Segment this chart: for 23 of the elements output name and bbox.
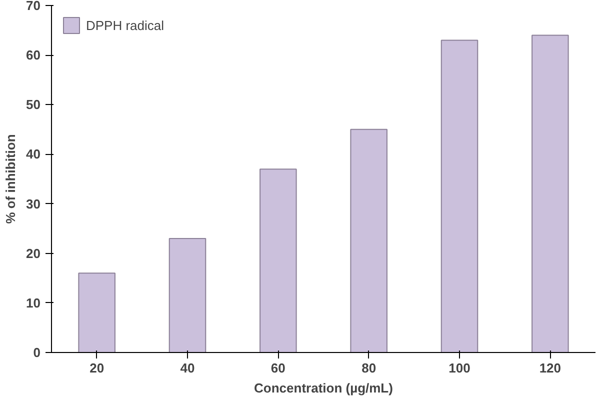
bar: [440, 40, 478, 352]
bar: [350, 128, 388, 352]
x-tick-label: 120: [539, 360, 562, 376]
bar: [168, 238, 206, 352]
y-tick-label: 20: [26, 246, 41, 261]
y-tick-label: 50: [26, 97, 41, 112]
y-axis-title: % of inhibition: [3, 134, 18, 224]
y-tick-label: 30: [26, 196, 41, 212]
y-tick-label: 70: [26, 0, 41, 13]
x-axis-title: Concentration (µg/mL): [254, 380, 393, 396]
y-tick-label: 40: [26, 146, 41, 162]
x-tick-label: 20: [90, 360, 104, 376]
y-tick-label: 60: [26, 48, 41, 63]
bar: [78, 272, 116, 352]
bar: [260, 168, 297, 352]
x-tick-label: 80: [362, 360, 376, 376]
y-tick-label: 10: [26, 295, 41, 310]
x-tick-label: 40: [180, 360, 195, 376]
x-tick-label: 60: [270, 360, 286, 376]
y-tick-label: 0: [33, 345, 41, 360]
legend-label: DPPH radical: [86, 18, 164, 32]
x-tick-label: 100: [448, 360, 470, 376]
bar: [532, 34, 569, 352]
